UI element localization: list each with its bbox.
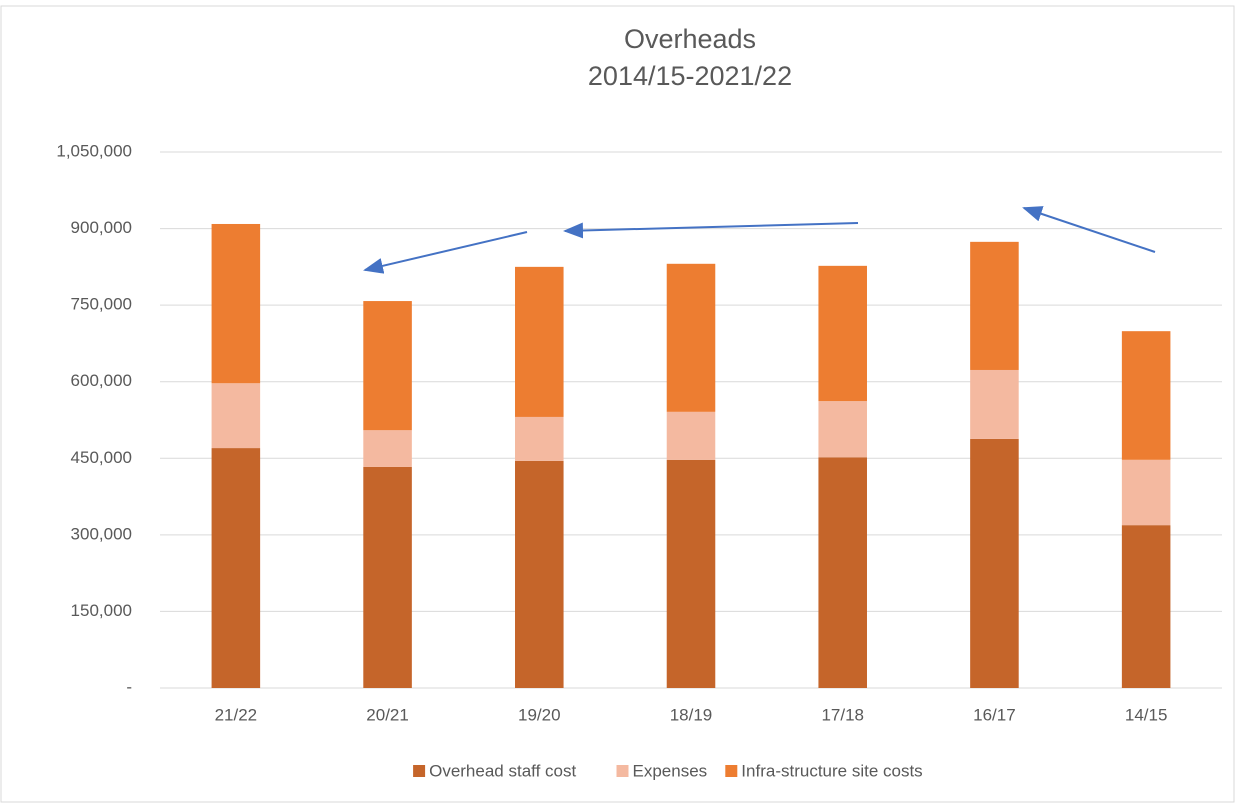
x-tick-label: 17/18 (821, 705, 864, 724)
bar-segment (970, 241, 1019, 370)
bar-segment (211, 448, 261, 688)
y-tick-label: 150,000 (71, 601, 132, 620)
arrow (563, 222, 859, 239)
y-tick-label: 450,000 (71, 448, 132, 467)
bar-segment (515, 416, 564, 461)
bar-segment (515, 460, 564, 688)
bar-segment (1121, 459, 1171, 526)
bar-segment (211, 383, 261, 449)
x-tick-label: 20/21 (366, 705, 409, 724)
bar-segment (970, 438, 1019, 688)
arrow (363, 231, 528, 274)
bar-segment (666, 263, 716, 412)
y-tick-label: - (126, 677, 132, 696)
legend-label: Infra-structure site costs (741, 761, 922, 780)
bar-segment (363, 430, 412, 467)
bar-segment (970, 369, 1019, 439)
legend-swatch (725, 765, 738, 777)
bar-segment (666, 411, 716, 460)
bar-segment (818, 457, 867, 688)
bar-segment (666, 459, 716, 688)
x-tick-label: 19/20 (518, 705, 561, 724)
y-tick-label: 1,050,000 (56, 141, 132, 160)
bar-segment (1121, 331, 1171, 460)
bar-segment (363, 466, 412, 688)
x-tick-label: 14/15 (1125, 705, 1168, 724)
legend-label: Overhead staff cost (429, 761, 576, 780)
x-tick-label: 21/22 (215, 705, 258, 724)
x-tick-label: 18/19 (670, 705, 713, 724)
x-tick-label: 16/17 (973, 705, 1016, 724)
y-tick-label: 600,000 (71, 371, 132, 390)
chart-title: Overheads (624, 24, 756, 54)
bar-segment (363, 301, 412, 431)
y-tick-label: 900,000 (71, 218, 132, 237)
chart-border (0, 5, 1235, 803)
chart-subtitle: 2014/15-2021/22 (588, 61, 792, 91)
legend-swatch (413, 765, 426, 777)
bar-segment (818, 401, 867, 458)
bar-segment (515, 266, 564, 417)
legend: Overhead staff cost Expenses Infra-structu… (413, 761, 923, 780)
legend-swatch (616, 765, 629, 777)
bar-segment (1121, 525, 1171, 688)
bar-segment (211, 223, 261, 384)
bar-segment (818, 265, 867, 402)
annotation-arrows (363, 206, 1156, 274)
legend-label: Expenses (633, 761, 708, 780)
arrow (1022, 206, 1156, 253)
y-tick-label: 750,000 (71, 295, 132, 314)
y-tick-label: 300,000 (71, 524, 132, 543)
